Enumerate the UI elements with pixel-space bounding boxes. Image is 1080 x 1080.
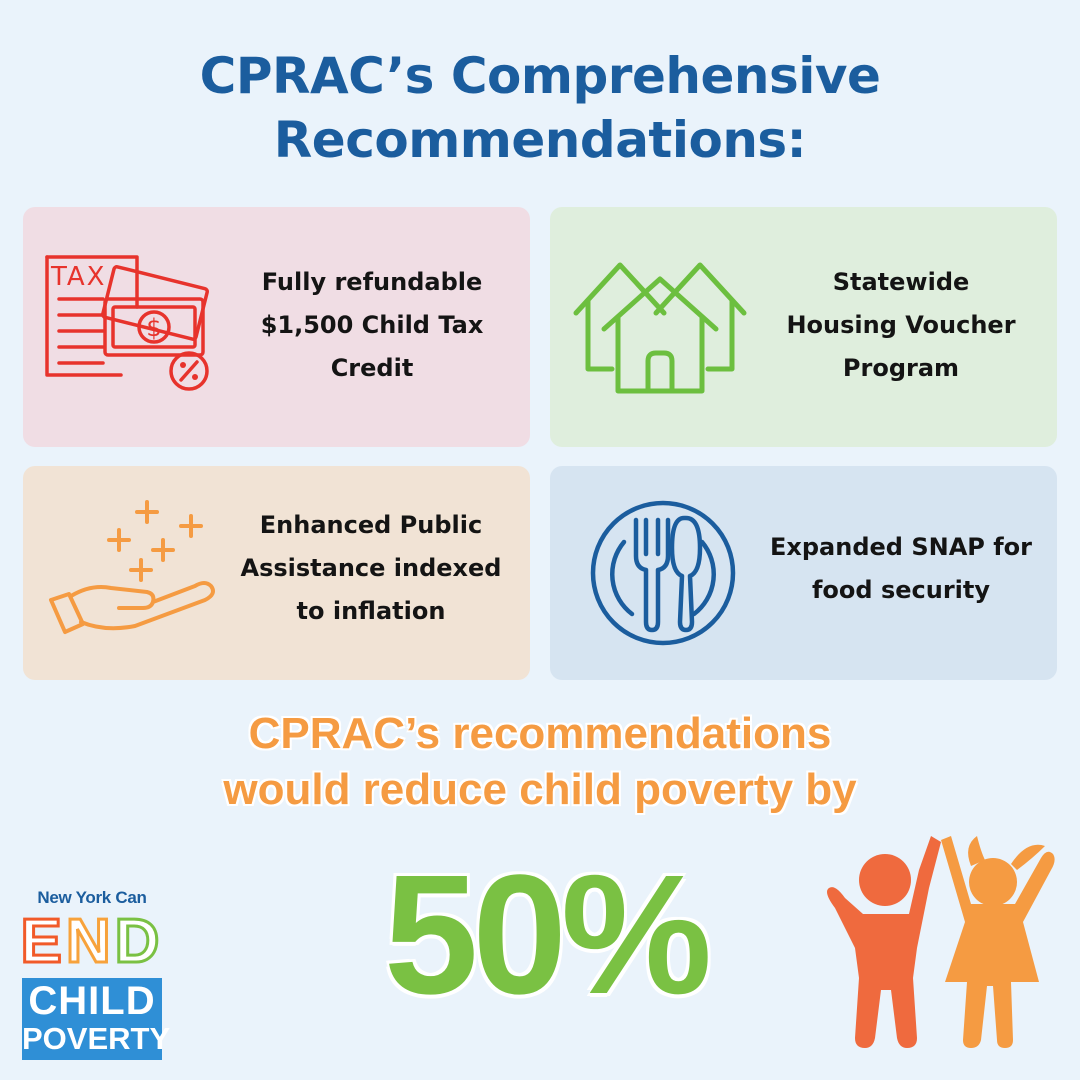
svg-text:END: END (22, 908, 162, 970)
card-child-tax-credit: TAX $ Fully refundable $1,500 Child Tax … (23, 207, 530, 447)
boy-figure (827, 836, 941, 1048)
card-assist-line-3: to inflation (296, 597, 446, 625)
page-title: CPRAC’s Comprehensive Recommendations: (0, 44, 1080, 172)
logo-line-1: New York Can (37, 888, 147, 907)
children-icon (827, 836, 1055, 1048)
logo-child: CHILD (28, 979, 156, 1023)
card-tax-line-1: Fully refundable (261, 268, 483, 296)
card-snap-line-2: food security (811, 576, 990, 604)
card-assist-line-2: Assistance indexed (240, 554, 502, 582)
plate-fork-spoon-icon (590, 500, 736, 646)
percent-value: 50% (383, 840, 712, 1030)
logo-child-poverty-box: CHILD POVERTY (22, 978, 171, 1060)
title-line-2: Recommendations: (273, 111, 807, 169)
title-line-1: CPRAC’s Comprehensive (199, 47, 881, 105)
card-housing-line-2: Housing Voucher (786, 311, 1016, 339)
card-public-assistance: Enhanced Public Assistance indexed to in… (23, 466, 530, 680)
card-snap-text: Expanded SNAP for food security (756, 526, 1046, 612)
headline: CPRAC’s recommendations would reduce chi… (0, 706, 1080, 818)
card-snap-line-1: Expanded SNAP for (770, 533, 1032, 561)
hand-sparkle-icon (49, 500, 215, 634)
girl-figure (941, 836, 1055, 1048)
card-housing-text: Statewide Housing Voucher Program (760, 261, 1042, 390)
card-assist-line-1: Enhanced Public (259, 511, 483, 539)
card-housing-line-3: Program (842, 354, 960, 382)
logo: New York Can END CHILD POVERTY (19, 888, 171, 1060)
card-housing-voucher: Statewide Housing Voucher Program (550, 207, 1057, 447)
headline-line-1: CPRAC’s recommendations (248, 709, 832, 758)
card-housing-line-1: Statewide (832, 268, 970, 296)
tax-icon-text: TAX (50, 262, 106, 292)
svg-text:$: $ (146, 314, 161, 342)
card-assist-text: Enhanced Public Assistance indexed to in… (223, 504, 519, 633)
tax-money-icon: TAX $ (45, 255, 209, 391)
card-tax-text: Fully refundable $1,500 Child Tax Credit (237, 261, 507, 390)
logo-poverty: POVERTY (22, 1021, 171, 1056)
logo-end-letters: END (19, 906, 162, 978)
headline-line-2: would reduce child poverty by (223, 765, 857, 814)
card-snap: Expanded SNAP for food security (550, 466, 1057, 680)
card-tax-line-3: Credit (330, 354, 414, 382)
houses-icon (573, 262, 747, 394)
card-tax-line-2: $1,500 Child Tax (260, 311, 484, 339)
